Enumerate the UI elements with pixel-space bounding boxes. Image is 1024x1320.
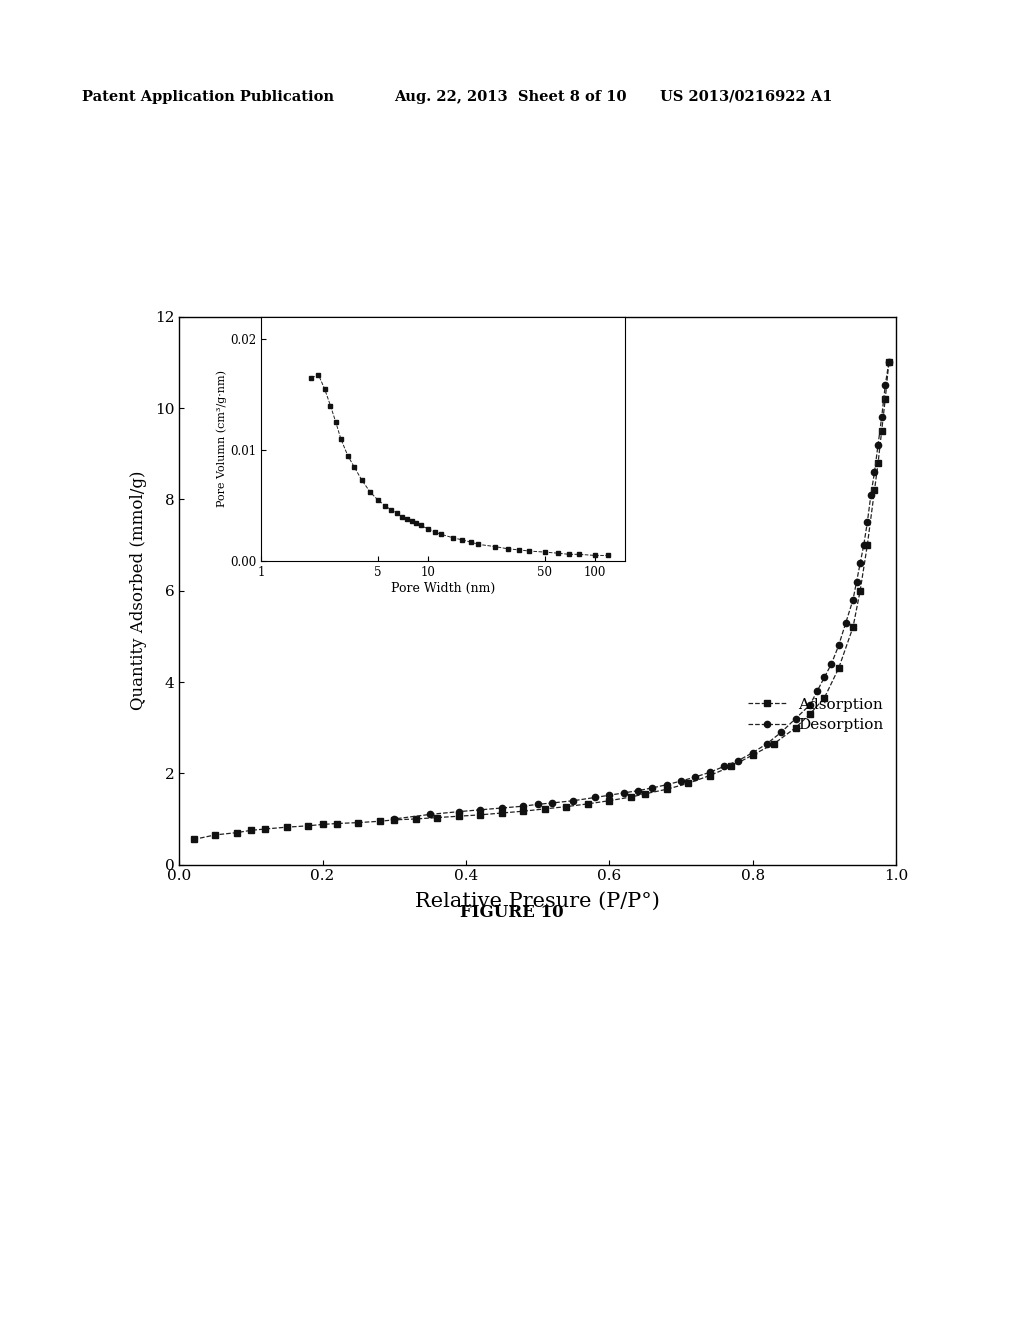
Adsorption (230, 825, 243, 841)
Adsorption (682, 775, 694, 791)
Desorption (675, 774, 687, 789)
Y-axis label: Quantity Adsorbed (mmol/g): Quantity Adsorbed (mmol/g) (129, 471, 146, 710)
Desorption (871, 437, 884, 453)
Desorption (868, 465, 881, 480)
Adsorption (833, 660, 845, 676)
Desorption (546, 795, 558, 810)
Desorption (833, 638, 845, 653)
Adsorption (316, 817, 329, 833)
Desorption (567, 793, 580, 809)
Desorption (496, 800, 508, 816)
Adsorption (560, 799, 572, 814)
Adsorption (818, 690, 830, 706)
Text: Patent Application Publication: Patent Application Publication (82, 90, 334, 104)
Line: Adsorption: Adsorption (190, 359, 892, 842)
Adsorption (625, 789, 637, 805)
Desorption (811, 684, 823, 700)
Desorption (879, 378, 891, 393)
Adsorption (453, 808, 465, 824)
Desorption (718, 759, 730, 775)
Desorption (876, 409, 888, 425)
Adsorption (854, 583, 866, 599)
Adsorption (517, 804, 529, 820)
Desorption (790, 710, 802, 726)
Adsorption (352, 814, 365, 830)
Y-axis label: Pore Volumn (cm³/g·nm): Pore Volumn (cm³/g·nm) (217, 371, 227, 507)
Adsorption (660, 781, 673, 797)
Adsorption (431, 809, 443, 825)
Adsorption (281, 820, 293, 836)
Desorption (603, 787, 615, 803)
Desorption (474, 801, 486, 817)
Adsorption (703, 768, 716, 784)
Adsorption (374, 813, 386, 829)
Desorption (453, 804, 465, 820)
Legend: Adsorption, Desorption: Adsorption, Desorption (743, 693, 889, 737)
Adsorption (187, 832, 200, 847)
Desorption (861, 515, 873, 531)
Desorption (850, 574, 862, 590)
Line: Desorption: Desorption (391, 359, 892, 822)
Desorption (825, 656, 838, 672)
Desorption (589, 789, 601, 805)
Adsorption (725, 759, 737, 775)
X-axis label: Pore Width (nm): Pore Width (nm) (391, 582, 495, 594)
Desorption (531, 796, 544, 812)
Adsorption (582, 796, 594, 812)
X-axis label: Relative Presure (P/P°): Relative Presure (P/P°) (415, 892, 660, 911)
Adsorption (496, 805, 508, 821)
Adsorption (410, 810, 422, 826)
Desorption (646, 780, 658, 796)
Desorption (818, 669, 830, 685)
Adsorption (388, 812, 400, 828)
Desorption (854, 556, 866, 572)
Adsorption (259, 821, 271, 837)
Desorption (840, 615, 852, 631)
Desorption (883, 355, 895, 371)
Adsorption (474, 807, 486, 822)
Desorption (703, 764, 716, 780)
Desorption (689, 770, 701, 785)
Adsorption (331, 816, 343, 832)
Adsorption (871, 455, 884, 471)
Adsorption (861, 537, 873, 553)
Desorption (632, 783, 644, 799)
Desorption (732, 752, 744, 768)
Desorption (804, 697, 816, 713)
Adsorption (302, 818, 314, 834)
Desorption (775, 725, 787, 741)
Desorption (746, 744, 759, 760)
Adsorption (209, 828, 221, 843)
Desorption (864, 487, 877, 503)
Adsorption (876, 422, 888, 438)
Desorption (761, 735, 773, 751)
Adsorption (868, 482, 881, 498)
Text: FIGURE 10: FIGURE 10 (460, 904, 564, 921)
Adsorption (245, 822, 257, 838)
Desorption (660, 776, 673, 792)
Adsorption (883, 355, 895, 371)
Desorption (424, 807, 436, 822)
Adsorption (768, 735, 780, 751)
Adsorption (790, 719, 802, 735)
Desorption (388, 810, 400, 826)
Adsorption (804, 706, 816, 722)
Adsorption (539, 801, 551, 817)
Desorption (617, 785, 630, 801)
Adsorption (847, 619, 859, 635)
Text: Aug. 22, 2013  Sheet 8 of 10: Aug. 22, 2013 Sheet 8 of 10 (394, 90, 627, 104)
Adsorption (603, 793, 615, 809)
Desorption (847, 591, 859, 607)
Adsorption (746, 747, 759, 763)
Desorption (857, 537, 869, 553)
Desorption (517, 799, 529, 814)
Text: US 2013/0216922 A1: US 2013/0216922 A1 (660, 90, 833, 104)
Adsorption (639, 785, 651, 801)
Adsorption (879, 391, 891, 407)
